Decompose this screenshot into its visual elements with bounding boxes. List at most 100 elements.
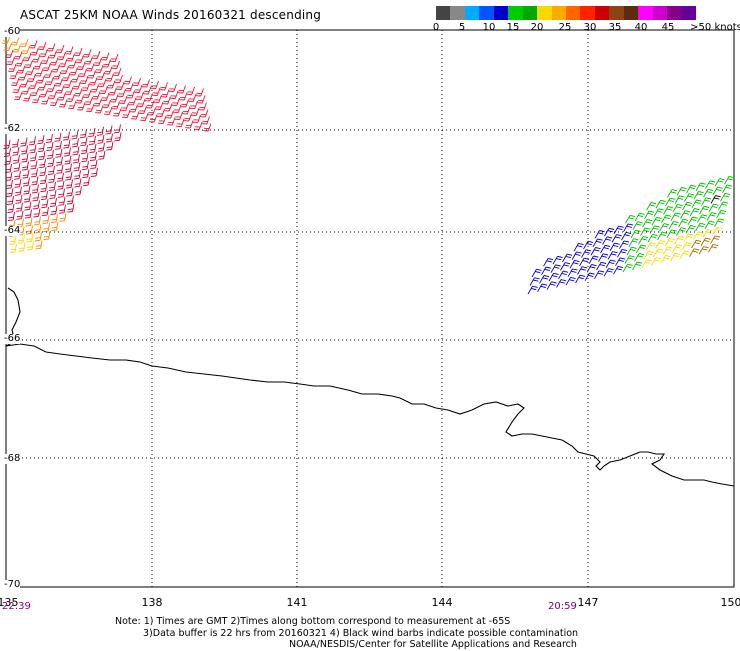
wind-barb [14, 179, 21, 188]
wind-barb [540, 276, 550, 284]
wind-barb [50, 98, 58, 106]
wind-barb [188, 94, 196, 102]
wind-barb [715, 179, 725, 187]
wind-barb [64, 148, 71, 157]
wind-barb [702, 198, 712, 206]
wind-barb [32, 184, 39, 193]
lon-label: 138 [142, 596, 163, 609]
wind-barb [26, 226, 33, 235]
wind-barb [73, 154, 80, 163]
wind-barb [14, 171, 21, 180]
wind-barb [32, 95, 40, 103]
wind-barb [668, 190, 678, 198]
wind-barb [80, 76, 88, 84]
wind-barb [148, 108, 156, 116]
wind-barb [74, 178, 81, 187]
wind-barb [38, 42, 46, 50]
wind-barb [41, 199, 48, 208]
wind-barb [75, 186, 82, 195]
wind-barb [673, 204, 683, 212]
wind-barb [661, 255, 671, 263]
wind-barb [81, 153, 88, 162]
wind-barb [115, 75, 123, 83]
wind-barb [570, 260, 580, 268]
wind-barb [76, 55, 84, 63]
wind-barb [606, 260, 616, 268]
wind-barb [532, 269, 542, 277]
wind-barb [187, 87, 195, 95]
wind-barb [700, 206, 710, 214]
wind-barb [13, 155, 20, 164]
wind-barb [692, 240, 702, 248]
wind-barb [633, 222, 643, 230]
wind-barb [601, 245, 611, 253]
wind-barb [106, 134, 113, 143]
wind-barb [51, 222, 58, 231]
lon-label: 144 [432, 596, 453, 609]
wind-barb [616, 258, 626, 266]
wind-barb [641, 228, 651, 236]
wind-barb [645, 211, 655, 219]
wind-barb [164, 104, 172, 112]
wind-barb [125, 84, 133, 92]
wind-barb [134, 85, 142, 93]
wind-barb [701, 238, 711, 246]
note-line: NOAA/NESDIS/Center for Satellite Applica… [115, 639, 577, 650]
wind-barb [82, 161, 89, 170]
wind-barb [122, 110, 130, 118]
wind-barb [604, 269, 614, 277]
wind-barb [163, 97, 171, 105]
wind-barb [137, 99, 145, 107]
wind-barb [35, 69, 43, 77]
wind-barb [33, 200, 40, 209]
wind-barb [83, 50, 91, 58]
wind-barb [175, 112, 183, 120]
wind-barb [20, 80, 28, 88]
wind-barb [91, 85, 99, 93]
wind-barb [3, 140, 10, 149]
wind-barb [16, 211, 23, 220]
wind-barb [9, 236, 16, 245]
wind-barb [709, 244, 719, 252]
wind-barb [49, 51, 57, 59]
wind-barb [6, 180, 13, 189]
wind-barb [128, 98, 136, 106]
wind-barb [190, 101, 198, 109]
wind-barb [41, 191, 48, 200]
wind-barb [59, 213, 66, 222]
wind-barb [29, 136, 36, 145]
wind-barb [32, 192, 39, 201]
note-line: Note: 1) Times are GMT 2)Times along bot… [115, 616, 510, 627]
wind-barb [40, 183, 47, 192]
wind-barb [66, 188, 73, 197]
wind-barb [72, 138, 79, 147]
wind-barb [703, 230, 713, 238]
wind-barb [91, 168, 98, 177]
wind-barb [8, 212, 15, 221]
wind-barb [194, 122, 202, 130]
wind-barb [31, 176, 38, 185]
wind-barb [63, 132, 70, 141]
wind-barb [47, 158, 54, 167]
wind-barb [74, 89, 82, 97]
wind-barb [21, 154, 28, 163]
wind-barb [10, 71, 18, 79]
wind-barb [59, 205, 66, 214]
wind-barb [48, 174, 55, 183]
wind-barb [116, 82, 124, 90]
wind-barb [597, 262, 607, 270]
wind-barb [74, 170, 81, 179]
wind-barb [19, 73, 27, 81]
wind-barb [86, 64, 94, 72]
wind-barb [83, 90, 91, 98]
wind-barb [136, 92, 144, 100]
wind-barb [112, 102, 120, 110]
wind-barb [624, 224, 634, 232]
wind-barb [547, 282, 557, 290]
wind-barb [656, 241, 666, 249]
wind-barb [629, 239, 639, 247]
wind-barb [563, 254, 573, 262]
wind-barb [553, 256, 563, 264]
wind-barb [698, 215, 708, 223]
wind-barb [40, 90, 48, 98]
